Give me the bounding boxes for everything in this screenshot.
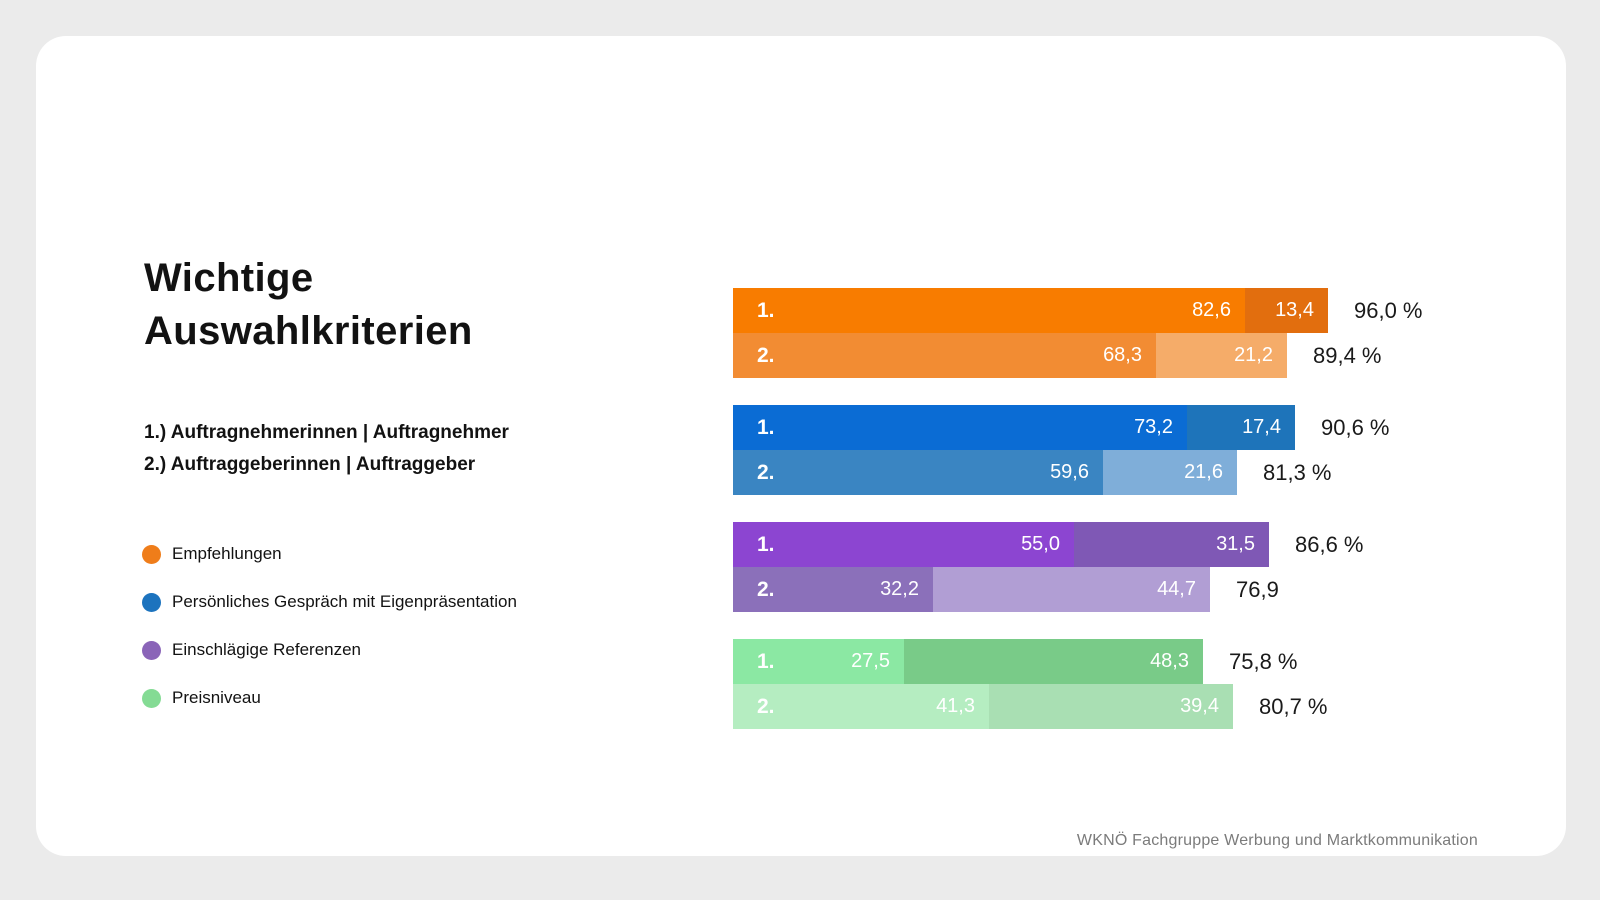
legend-item-referenzen: Einschlägige Referenzen [142, 626, 517, 674]
row-rank-label: 2. [757, 577, 775, 601]
bar-segment: 1. 82,6 [733, 288, 1245, 333]
bar-row: 2. 32,2 44,7 76,9 [733, 567, 1423, 612]
bar-row: 1. 27,5 48,3 75,8 % [733, 639, 1423, 684]
stacked-bar: 2. 32,2 44,7 [733, 567, 1210, 612]
row-total: 75,8 % [1229, 648, 1298, 674]
bar-segment: 31,5 [1074, 522, 1269, 567]
row-total: 86,6 % [1295, 531, 1364, 557]
bar-group-referenzen: 1. 55,0 31,5 86,6 % 2. 32,2 44,7 76,9 [733, 522, 1423, 612]
infographic-card: Wichtige Auswahlkriterien 1.) Auftragneh… [36, 36, 1566, 856]
segment-value: 68,3 [1103, 344, 1142, 366]
legend-label: Persönliches Gespräch mit Eigenpräsentat… [172, 592, 517, 611]
row-total: 76,9 [1236, 576, 1279, 602]
series-notes: 1.) Auftragnehmerinnen | Auftragnehmer 2… [144, 417, 509, 481]
bar-segment: 2. 32,2 [733, 567, 933, 612]
bar-row: 1. 73,2 17,4 90,6 % [733, 405, 1423, 450]
bar-group-gespraech: 1. 73,2 17,4 90,6 % 2. 59,6 21,6 81,3 % [733, 405, 1423, 495]
stacked-bar: 1. 73,2 17,4 [733, 405, 1295, 450]
bar-group-preisniveau: 1. 27,5 48,3 75,8 % 2. 41,3 39,4 80,7 % [733, 639, 1423, 729]
bar-segment: 21,6 [1103, 450, 1237, 495]
bar-row: 1. 82,6 13,4 96,0 % [733, 288, 1423, 333]
stacked-bar: 2. 59,6 21,6 [733, 450, 1237, 495]
legend: Empfehlungen Persönliches Gespräch mit Ei… [142, 530, 517, 722]
segment-value: 21,2 [1234, 344, 1273, 366]
stacked-bar: 1. 55,0 31,5 [733, 522, 1269, 567]
row-rank-label: 2. [757, 460, 775, 484]
bar-segment: 21,2 [1156, 333, 1287, 378]
stacked-bar: 1. 82,6 13,4 [733, 288, 1328, 333]
stacked-bar: 2. 41,3 39,4 [733, 684, 1233, 729]
segment-value: 44,7 [1157, 578, 1196, 600]
row-total: 96,0 % [1354, 297, 1423, 323]
segment-value: 31,5 [1216, 533, 1255, 555]
row-rank-label: 2. [757, 343, 775, 367]
bar-segment: 17,4 [1187, 405, 1295, 450]
row-rank-label: 1. [757, 298, 775, 322]
row-total: 80,7 % [1259, 693, 1328, 719]
segment-value: 41,3 [936, 695, 975, 717]
legend-dot-icon [142, 544, 161, 564]
page-title: Wichtige Auswahlkriterien [144, 256, 473, 353]
footer-credit: WKNÖ Fachgruppe Werbung und Marktkommuni… [1076, 832, 1478, 849]
legend-item-preisniveau: Preisniveau [142, 674, 517, 722]
series-note-1: 1.) Auftragnehmerinnen | Auftragnehmer [144, 422, 509, 443]
segment-value: 39,4 [1180, 695, 1219, 717]
legend-label: Empfehlungen [172, 544, 282, 563]
segment-value: 48,3 [1150, 650, 1189, 672]
legend-dot-icon [142, 592, 161, 612]
bar-row: 2. 59,6 21,6 81,3 % [733, 450, 1423, 495]
stacked-bar: 1. 27,5 48,3 [733, 639, 1203, 684]
bar-row: 2. 68,3 21,2 89,4 % [733, 333, 1423, 378]
segment-value: 55,0 [1021, 533, 1060, 555]
bar-segment: 2. 41,3 [733, 684, 989, 729]
bar-segment: 13,4 [1245, 288, 1328, 333]
bar-segment: 1. 73,2 [733, 405, 1187, 450]
segment-value: 73,2 [1134, 416, 1173, 438]
row-total: 89,4 % [1313, 342, 1382, 368]
legend-dot-icon [142, 640, 161, 660]
row-total: 90,6 % [1321, 414, 1390, 440]
stacked-bar: 2. 68,3 21,2 [733, 333, 1287, 378]
bar-segment: 39,4 [989, 684, 1233, 729]
row-rank-label: 2. [757, 694, 775, 718]
bar-segment: 1. 55,0 [733, 522, 1074, 567]
segment-value: 32,2 [880, 578, 919, 600]
row-rank-label: 1. [757, 649, 775, 673]
bar-segment: 2. 59,6 [733, 450, 1103, 495]
bar-group-empfehlungen: 1. 82,6 13,4 96,0 % 2. 68,3 21,2 89,4 % [733, 288, 1423, 378]
row-rank-label: 1. [757, 415, 775, 439]
series-note-2: 2.) Auftraggeberinnen | Auftraggeber [144, 454, 476, 475]
bar-segment: 2. 68,3 [733, 333, 1156, 378]
legend-item-empfehlungen: Empfehlungen [142, 530, 517, 578]
bar-row: 1. 55,0 31,5 86,6 % [733, 522, 1423, 567]
bar-segment: 44,7 [933, 567, 1210, 612]
segment-value: 27,5 [851, 650, 890, 672]
segment-value: 17,4 [1242, 416, 1281, 438]
row-rank-label: 1. [757, 532, 775, 556]
segment-value: 82,6 [1192, 299, 1231, 321]
row-total: 81,3 % [1263, 459, 1332, 485]
bar-segment: 1. 27,5 [733, 639, 904, 684]
segment-value: 21,6 [1184, 461, 1223, 483]
legend-label: Preisniveau [172, 688, 261, 707]
legend-label: Einschlägige Referenzen [172, 640, 362, 659]
chart: 1. 82,6 13,4 96,0 % 2. 68,3 21,2 89,4 % 1. 73,2 17… [733, 288, 1423, 756]
segment-value: 13,4 [1275, 299, 1314, 321]
legend-item-gespraech: Persönliches Gespräch mit Eigenpräsentat… [142, 578, 517, 626]
segment-value: 59,6 [1050, 461, 1089, 483]
legend-dot-icon [142, 688, 161, 708]
bar-segment: 48,3 [904, 639, 1203, 684]
bar-row: 2. 41,3 39,4 80,7 % [733, 684, 1423, 729]
